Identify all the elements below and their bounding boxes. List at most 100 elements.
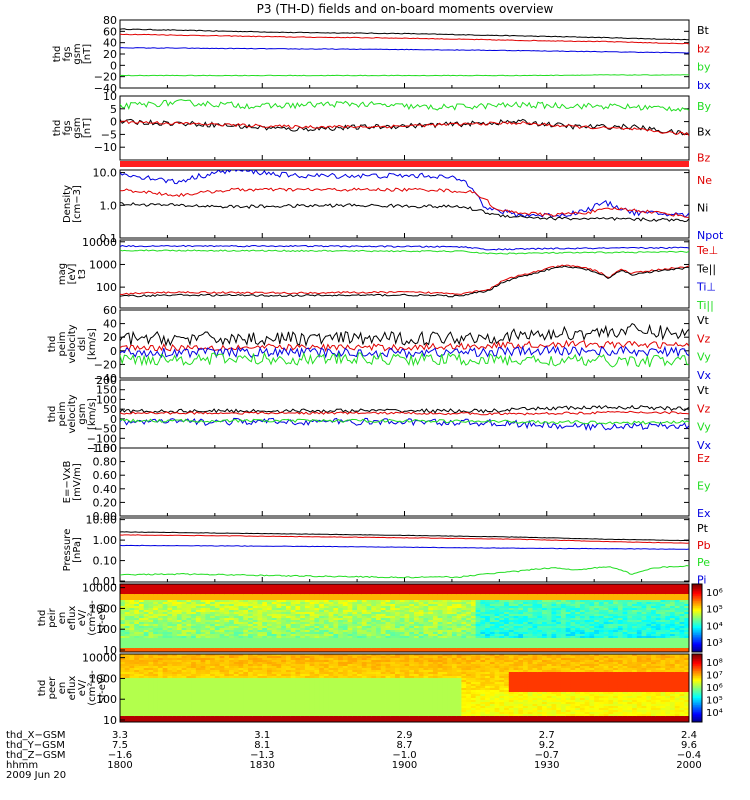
spectrogram-cell — [684, 598, 690, 601]
spectrogram-cell — [157, 694, 164, 697]
spectrogram-cell — [527, 626, 533, 629]
spectrogram-cell — [461, 624, 467, 627]
spectrogram-cell — [281, 618, 287, 621]
spectrogram-cell — [281, 650, 287, 653]
spectrogram-cell — [613, 592, 619, 595]
spectrogram-cell — [338, 606, 344, 609]
spectrogram-cell — [333, 616, 339, 619]
spectrogram-cell — [622, 636, 628, 639]
spectrogram-cell — [162, 626, 168, 629]
spectrogram-cell — [376, 618, 382, 621]
spectrogram-cell — [655, 638, 661, 641]
spectrogram-cell — [518, 648, 524, 651]
spectrogram-cell — [518, 608, 524, 611]
spectrogram-cell — [167, 610, 173, 613]
spectrogram-cell — [504, 636, 510, 639]
spectrogram-cell — [598, 640, 605, 643]
spectrogram-cell — [129, 604, 135, 607]
spectrogram-cell — [224, 594, 230, 597]
spectrogram-cell — [167, 622, 173, 625]
spectrogram-cell — [589, 610, 595, 613]
spectrogram-cell — [423, 634, 429, 637]
spectrogram-cell — [148, 660, 154, 663]
spectrogram-cell — [328, 612, 334, 615]
spectrogram-cell — [556, 634, 562, 637]
y-tick-label: 0.20 — [93, 496, 118, 509]
spectrogram-cell — [603, 644, 609, 647]
spectrogram-cell — [134, 602, 140, 605]
spectrogram-cell — [437, 630, 443, 633]
spectrogram-cell — [148, 618, 154, 621]
spectrogram-cell — [205, 596, 211, 599]
spectrogram-cell — [632, 618, 638, 621]
spectrogram-cell — [262, 618, 268, 621]
spectrogram-cell — [366, 618, 372, 621]
spectrogram-cell — [214, 600, 220, 603]
spectrogram-cell — [546, 612, 552, 615]
spectrogram-cell — [499, 640, 505, 643]
spectrogram-cell — [485, 608, 491, 611]
spectrogram-cell — [385, 646, 391, 649]
spectrogram-cell — [537, 616, 543, 619]
spectrogram-cell — [347, 634, 353, 637]
spectrogram-cell — [622, 590, 628, 593]
spectrogram-cell — [200, 622, 206, 625]
spectrogram-cell — [617, 624, 624, 627]
spectrogram-cell — [181, 648, 187, 651]
spectrogram-cell — [361, 618, 367, 621]
spectrogram-cell — [124, 634, 130, 637]
spectrogram-cell — [210, 646, 216, 649]
spectrogram-cell — [470, 584, 477, 587]
spectrogram-cell — [575, 600, 581, 603]
spectrogram-cell — [181, 706, 187, 709]
spectrogram-cell — [129, 710, 135, 713]
spectrogram-cell — [670, 608, 676, 611]
spectrogram-cell — [504, 612, 510, 615]
spectrogram-cell — [181, 670, 187, 673]
spectrogram-cell — [210, 598, 216, 601]
spectrogram-cell — [120, 692, 126, 695]
colorbar-cell — [692, 646, 702, 650]
spectrogram-cell — [233, 650, 239, 653]
spectrogram-cell — [124, 602, 130, 605]
spectrogram-cell — [395, 586, 401, 589]
spectrogram-cell — [570, 624, 576, 627]
spectrogram-cell — [665, 634, 671, 637]
spectrogram-cell — [186, 690, 192, 693]
spectrogram-cell — [518, 622, 524, 625]
spectrogram-cell — [266, 600, 273, 603]
spectrogram-cell — [276, 586, 282, 589]
spectrogram-cell — [328, 634, 334, 637]
spectrogram-cell — [651, 600, 657, 603]
y-tick-label: 50 — [103, 403, 117, 416]
spectrogram-cell — [413, 588, 420, 591]
ylabel-line: mag — [57, 263, 68, 285]
spectrogram-cell — [200, 594, 206, 597]
spectrogram-cell — [172, 600, 178, 603]
spectrogram-cell — [219, 588, 225, 591]
spectrogram-cell — [636, 612, 642, 615]
spectrogram-cell — [138, 596, 145, 599]
spectrogram-cell — [176, 692, 183, 695]
spectrogram-cell — [352, 602, 358, 605]
spectrogram-cell — [423, 606, 429, 609]
spectrogram-cell — [347, 584, 353, 587]
spectrogram-cell — [575, 650, 581, 653]
spectrogram-cell — [385, 622, 391, 625]
spectrogram-cell — [157, 666, 164, 669]
spectrogram-cell — [409, 626, 415, 629]
spectrogram-cell — [124, 718, 130, 721]
series-black — [120, 265, 689, 298]
spectrogram-cell — [589, 588, 595, 591]
spectrogram-cell — [172, 702, 178, 705]
spectrogram-cell — [186, 676, 192, 679]
spectrogram-cell — [134, 648, 140, 651]
spectrogram-cell — [304, 632, 311, 635]
spectrogram-cell — [281, 638, 287, 641]
spectrogram-cell — [684, 626, 690, 629]
spectrogram-cell — [475, 640, 481, 643]
spectrogram-cell — [176, 712, 183, 715]
spectrogram-cell — [570, 642, 576, 645]
spectrogram-cell — [385, 640, 391, 643]
